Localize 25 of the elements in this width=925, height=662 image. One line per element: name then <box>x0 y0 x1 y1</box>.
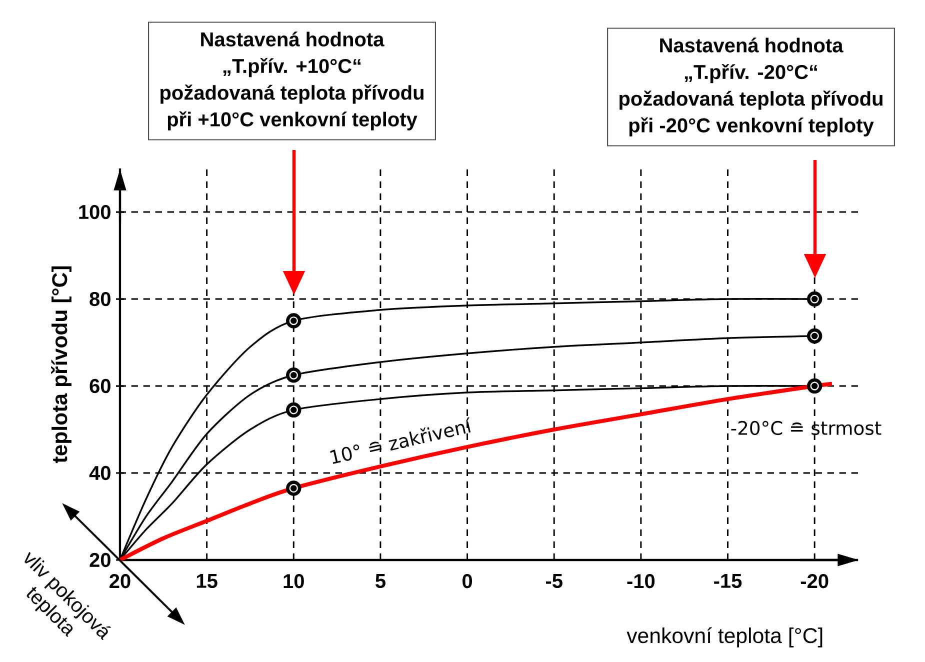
x-tick-label: -15 <box>714 574 742 588</box>
y-tick-label: 60 <box>90 378 110 394</box>
y-tick-label: 80 <box>90 292 110 306</box>
text: požadovaná teplota přívodu <box>160 84 424 104</box>
y-tick-label: 40 <box>89 466 110 480</box>
x-tick-label: -20 <box>800 574 828 588</box>
annotation: -20°C ≘ strmost <box>731 420 882 436</box>
x-tick-label: -10 <box>627 574 655 588</box>
x-tick-label: 5 <box>376 574 386 588</box>
x-tick-label: 0 <box>462 574 472 588</box>
text: při +10°C venkovní teploty <box>168 111 418 130</box>
text: „T.přív. -20°C“ <box>684 64 818 84</box>
y-tick-label: 100 <box>79 204 110 220</box>
x-tick-label: 10 <box>284 574 304 588</box>
x-tick-label: 20 <box>110 574 130 588</box>
text: Nastavená hodnota <box>660 38 844 52</box>
x-tick-label: 15 <box>196 574 218 588</box>
y-tick-label: 20 <box>90 552 110 568</box>
x-tick-label: -5 <box>546 574 562 588</box>
text: požadovaná teplota přívodu <box>620 90 882 110</box>
text: Nastavená hodnota <box>201 32 384 46</box>
text: „T.přív. +10°C“ <box>223 58 361 78</box>
y-axis-title: teplota přívodu [°C] <box>51 266 72 464</box>
text: při -20°C venkovní teploty <box>629 117 874 136</box>
x-axis-title: venkovní teplota [°C] <box>626 627 822 648</box>
